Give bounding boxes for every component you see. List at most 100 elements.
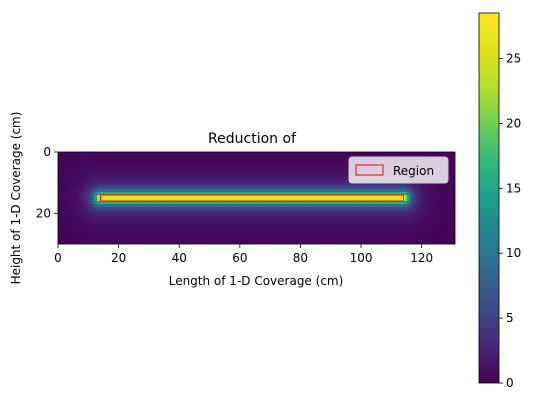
heatmap-cell [158,158,162,162]
heatmap-cell [436,204,441,208]
heatmap-cell [203,213,208,217]
heatmap-cell [67,170,71,175]
heatmap-cell [451,164,455,168]
heatmap-cell [409,231,414,236]
heatmap-cell [133,207,138,211]
heatmap-cell [339,237,344,242]
heatmap-cell [124,191,129,196]
heatmap-cell [361,207,365,211]
heatmap-cell [339,164,344,168]
heatmap-cell [112,225,117,230]
heatmap-cell [73,210,77,214]
heatmap-cell [164,225,168,230]
heatmap-cell [285,161,289,165]
heatmap-cell [236,176,241,181]
heatmap-cell [261,228,265,233]
heatmap-cell [342,225,347,230]
heatmap-cell [303,198,308,202]
heatmap-cell [161,216,165,221]
colorbar [478,12,500,384]
heatmap-cell [282,213,286,217]
heatmap-cell [215,161,220,165]
heatmap-cell [145,216,150,221]
heatmap-cell [327,173,332,178]
heatmap-cell [391,198,395,202]
heatmap-cell [64,198,68,202]
heatmap-cell [270,182,274,187]
heatmap-cell [164,216,168,221]
heatmap-cell [321,170,326,175]
heatmap-cell [342,201,347,205]
heatmap-cell [106,210,111,214]
heatmap-cell [294,234,299,239]
heatmap-cell [285,152,289,156]
heatmap-cell [276,191,280,196]
heatmap-cell [215,173,220,178]
heatmap-cell [382,204,386,208]
heatmap-cell [82,222,86,227]
heatmap-cell [315,222,320,227]
heatmap-cell [248,158,253,162]
heatmap-cell [345,167,350,171]
heatmap-cell [197,170,202,175]
heatmap-cell [124,167,129,171]
heatmap-cell [364,152,368,156]
heatmap-cell [103,182,108,187]
heatmap-cell [88,194,92,199]
heatmap-cell [236,222,241,227]
heatmap-cell [112,188,117,193]
heatmap-cell [64,158,68,162]
heatmap-cell [376,210,380,214]
heatmap-cell [173,225,177,230]
heatmap-cell [382,152,386,156]
heatmap-cell [309,213,314,217]
heatmap-cell [227,152,232,156]
heatmap-cell [330,228,335,233]
heatmap-cell [67,222,71,227]
heatmap-cell [164,179,168,184]
heatmap-cell [158,191,162,196]
heatmap-cell [339,161,344,165]
heatmap-cell [412,198,417,202]
heatmap-cell [388,222,392,227]
heatmap-cell [224,237,229,242]
plot-frame [57,151,456,245]
heatmap-cell [336,201,341,205]
heatmap-cell [94,194,98,199]
heatmap-cell [291,198,295,202]
heatmap-cell [179,158,183,162]
heatmap-cell [221,210,226,214]
heatmap-cell [100,222,105,227]
heatmap-cell [391,201,395,205]
heatmap-cell [218,188,223,193]
heatmap-cell [127,179,132,184]
heatmap-cell [400,204,405,208]
heatmap-cell [239,201,244,205]
heatmap-cell [121,240,126,244]
y-tick-label: 20 [36,206,51,220]
heatmap-cell [239,225,244,230]
heatmap-cell [221,198,226,202]
heatmap-cell [188,167,192,171]
heatmap-cell [251,161,256,165]
heatmap-cell [197,213,202,217]
heatmap-cell [315,228,320,233]
heatmap-cell [139,185,144,190]
heatmap-cell [324,240,329,244]
heatmap-cell [258,231,262,236]
heatmap-cell [400,191,405,196]
heatmap-cell [209,213,214,217]
heatmap-cell [288,161,292,165]
heatmap-cell [430,219,435,224]
heatmap-cell [164,201,168,205]
heatmap-cell [303,194,308,199]
heatmap-cell [185,170,189,175]
heatmap-cell [421,188,426,193]
heatmap-cell [173,216,177,221]
heatmap-cell [85,194,89,199]
heatmap-cell [309,167,314,171]
heatmap-cell [412,188,417,193]
heatmap-cell [270,216,274,221]
heatmap-cell [127,170,132,175]
heatmap-cell [306,173,311,178]
